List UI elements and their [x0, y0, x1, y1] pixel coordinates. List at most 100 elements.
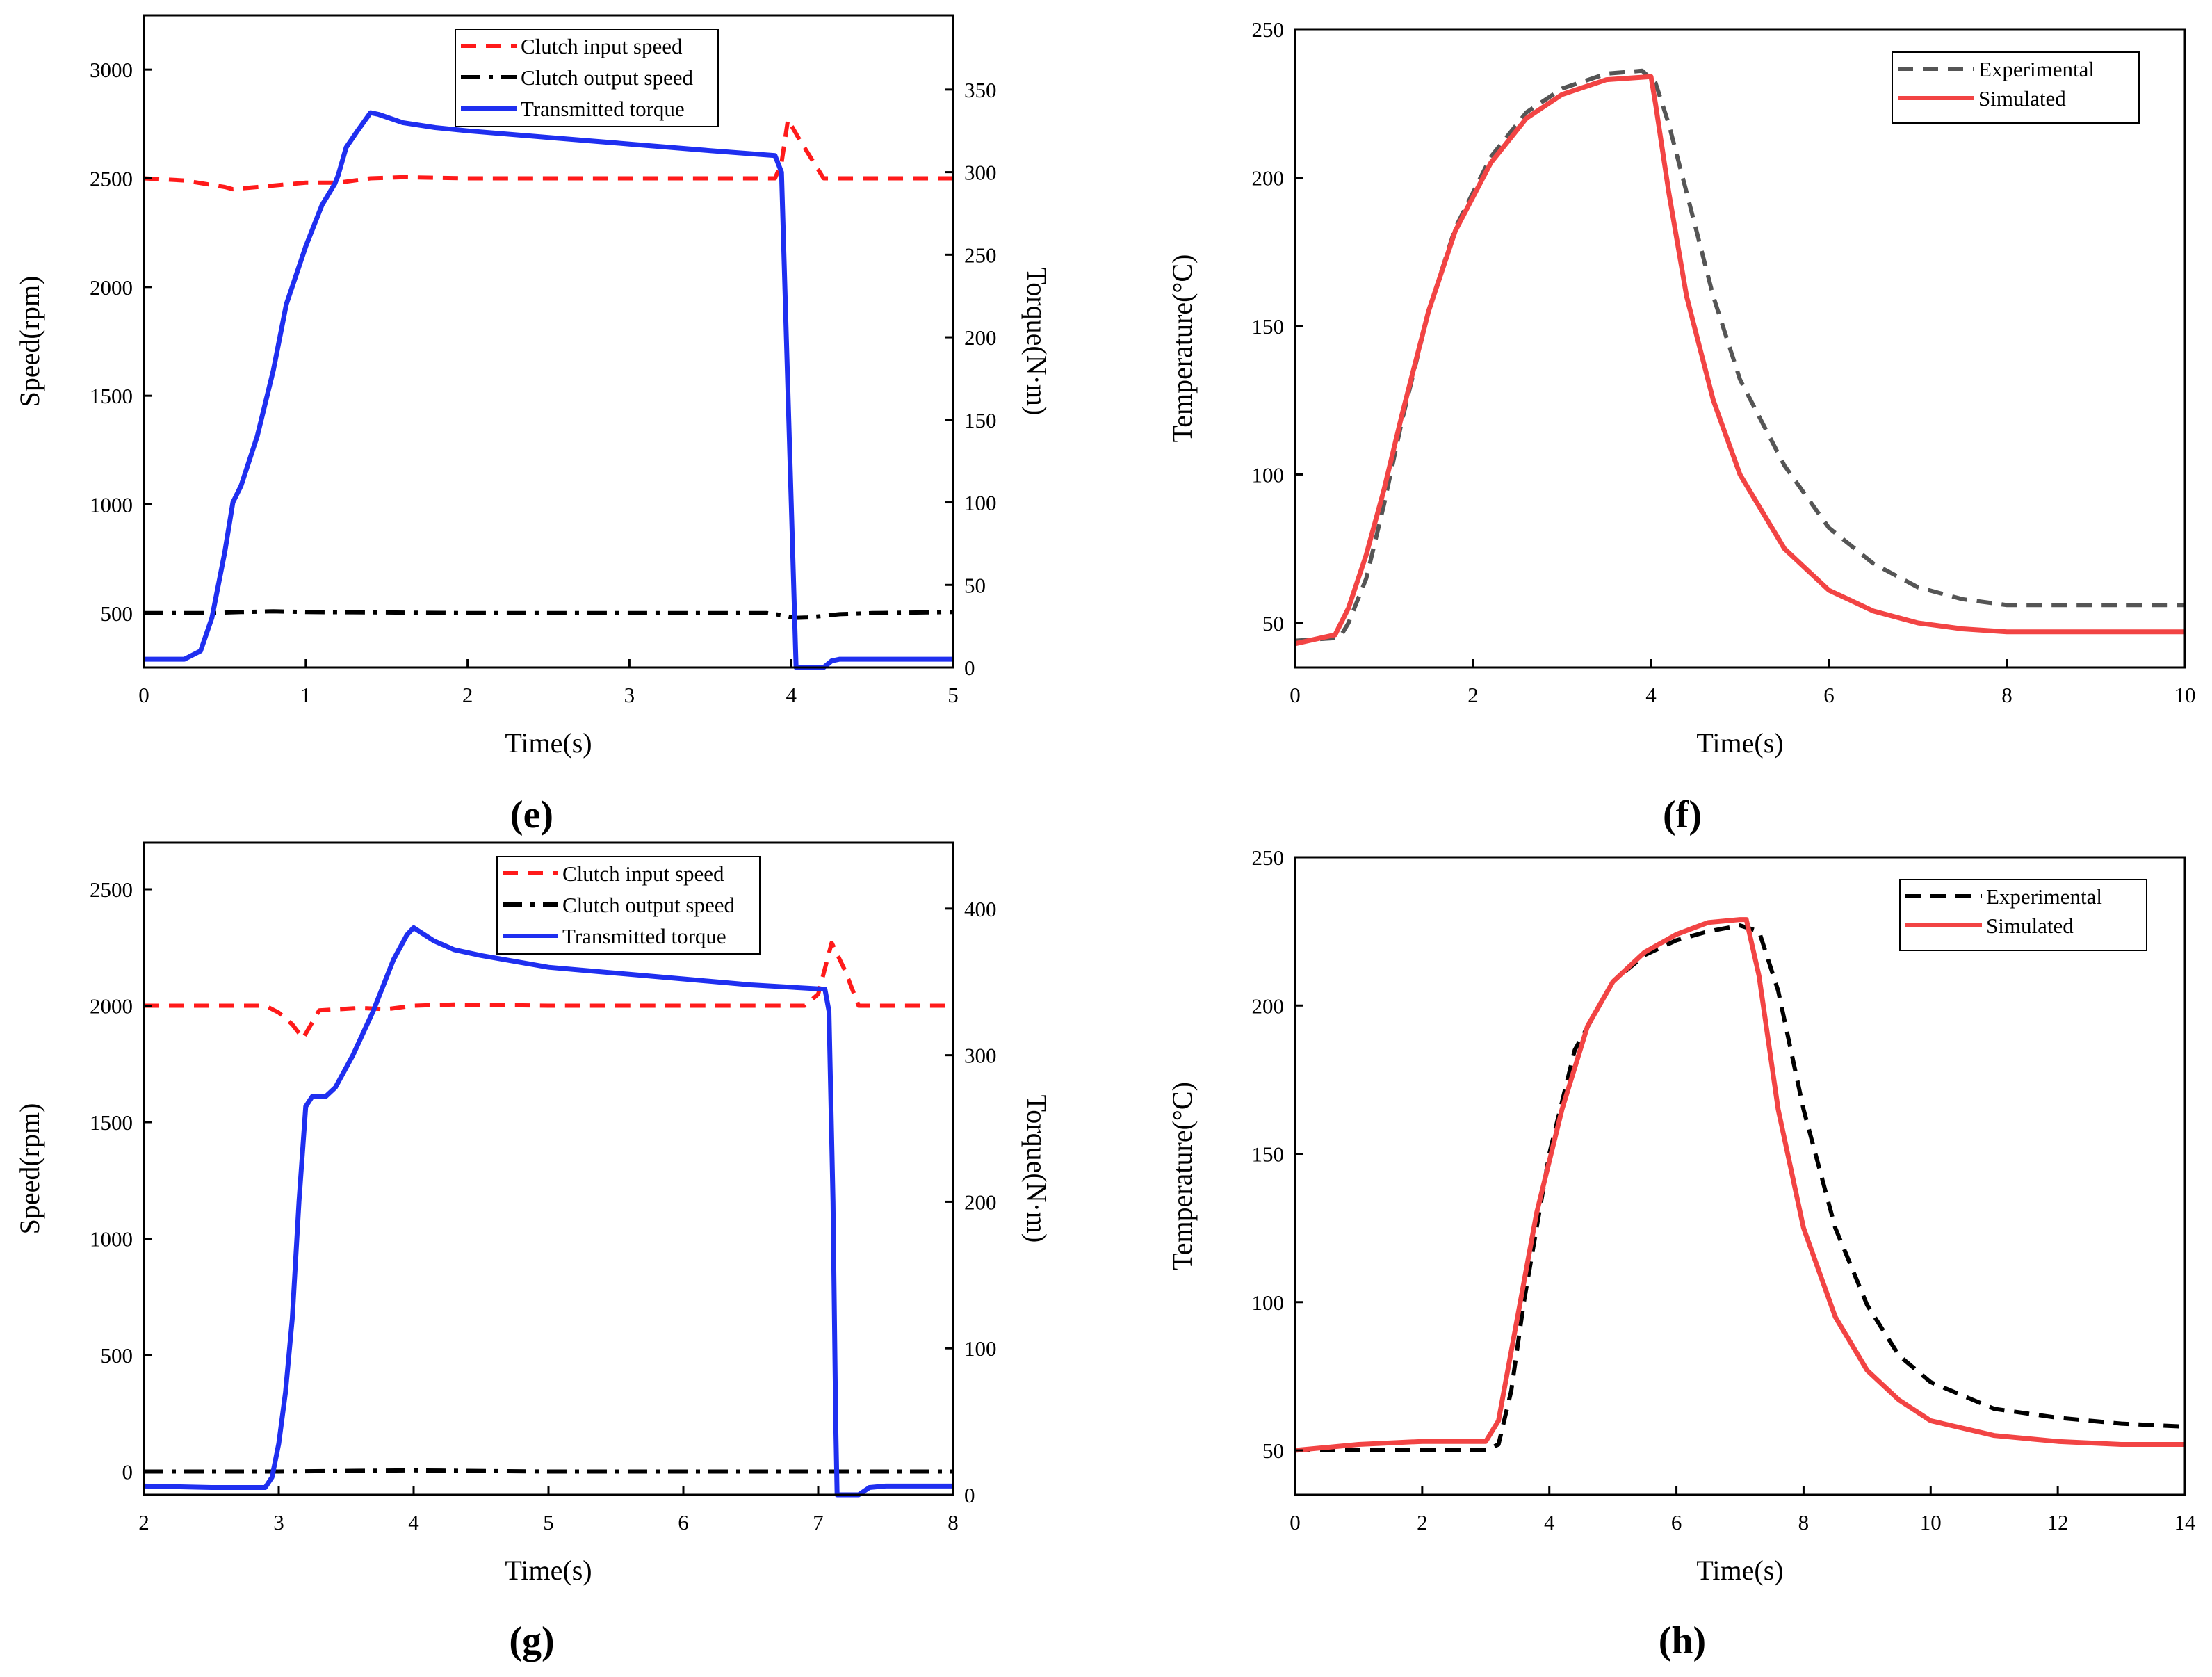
x-tick-label: 2: [462, 683, 473, 707]
y-axis-label: Temperature(°C): [1166, 1082, 1198, 1270]
y2-tick-label: 100: [964, 491, 997, 515]
x-tick-label: 4: [1544, 1510, 1555, 1534]
y2-tick-label: 150: [964, 408, 997, 432]
y2-tick-label: 300: [964, 1044, 997, 1068]
legend-entry-label: Experimental: [1986, 884, 2102, 909]
legend-entry-label: Simulated: [1978, 86, 2066, 111]
series-line-clutch-input-speed: [143, 118, 953, 192]
x-tick-label: 0: [138, 683, 149, 707]
x-tick-label: 8: [948, 1510, 959, 1534]
y-axis-label: Speed(rpm): [14, 1103, 45, 1235]
x-tick-label: 6: [1671, 1510, 1682, 1534]
x-tick-label: 0: [1290, 1510, 1301, 1534]
legend-entry-label: Simulated: [1986, 914, 2074, 938]
y-tick-label: 100: [1252, 1290, 1285, 1315]
y-tick-label: 50: [1262, 611, 1284, 635]
y-tick-label: 500: [101, 601, 133, 626]
x-axis-label: Time(s): [505, 727, 592, 759]
y2-tick-label: 400: [964, 897, 997, 921]
y-tick-label: 200: [1252, 994, 1285, 1018]
legend: Clutch input speed Clutch output speed Tra…: [496, 856, 761, 955]
legend-entry-label: Experimental: [1978, 57, 2095, 81]
x-tick-label: 5: [948, 683, 959, 707]
series-line-clutch-output-speed: [144, 1468, 953, 1474]
series-line-simulated: [1294, 917, 2185, 1453]
legend-entry-label: Clutch input speed: [562, 861, 724, 886]
y-tick-label: 150: [1252, 314, 1285, 339]
legend-entry-label: Clutch output speed: [562, 893, 735, 917]
series-line-transmitted-torque: [143, 925, 953, 1498]
panel-label: (f): [1663, 793, 1702, 836]
x-tick-label: 2: [138, 1510, 149, 1534]
y-tick-label: 0: [122, 1460, 133, 1484]
x-tick-label: 12: [2047, 1510, 2069, 1534]
y2-tick-label: 200: [964, 325, 997, 350]
x-tick-label: 8: [2001, 683, 2012, 707]
chart-3: 2 3 4 5 6 7 8050010001500200025000100200300400…: [14, 841, 1052, 1662]
legend: Clutch input speed Clutch output speed Tra…: [455, 29, 719, 127]
y-tick-label: 150: [1252, 1142, 1285, 1167]
x-tick-label: 0: [1290, 683, 1301, 707]
series-line-simulated: [1294, 74, 2185, 647]
x-tick-label: 3: [273, 1510, 284, 1534]
y2-tick-label: 200: [964, 1190, 997, 1214]
plot-frame: [1294, 28, 2186, 669]
legend-entry-label: Transmitted torque: [521, 97, 685, 121]
y2-tick-label: 0: [964, 656, 975, 680]
x-tick-label: 4: [1645, 683, 1657, 707]
y2-tick-label: 100: [964, 1336, 997, 1361]
y-axis-label: Temperature(°C): [1166, 254, 1198, 443]
legend-box: [1892, 51, 2140, 124]
x-tick-label: 2: [1417, 1510, 1428, 1534]
y2-tick-label: 50: [964, 573, 986, 597]
plot-frame: [1294, 856, 2186, 1496]
y2-tick-label: 350: [964, 78, 997, 102]
series-line-transmitted-torque: [144, 110, 953, 670]
panel-label: (h): [1659, 1619, 1706, 1662]
x-tick-label: 5: [543, 1510, 554, 1534]
legend-entry-label: Clutch output speed: [521, 65, 693, 90]
legend-box: [1899, 879, 2147, 951]
y2-axis-label: Torque(N·m): [1021, 1095, 1052, 1243]
plot-frame: [143, 14, 954, 669]
x-tick-label: 10: [1920, 1510, 1942, 1534]
y-axis-label: Speed(rpm): [14, 276, 45, 407]
chart-2: 0 2 4 6 8 10 50 100 150 200 250 Time(s) Temperature(…: [1166, 17, 2196, 836]
y-tick-label: 2500: [90, 877, 133, 902]
x-tick-label: 4: [786, 683, 797, 707]
series-line-experimental: [1295, 923, 2186, 1452]
x-axis-label: Time(s): [1696, 1555, 1783, 1586]
y2-tick-label: 300: [964, 161, 997, 185]
y-tick-label: 1500: [90, 384, 133, 408]
y-tick-label: 500: [101, 1343, 133, 1368]
legend: Experimental Simulated: [1892, 51, 2140, 124]
x-tick-label: 4: [408, 1510, 419, 1534]
y2-tick-label: 0: [964, 1483, 975, 1507]
x-tick-label: 7: [813, 1510, 824, 1534]
y-tick-label: 1500: [90, 1110, 133, 1135]
legend-entry-label: Clutch input speed: [521, 34, 683, 58]
legend: Experimental Simulated: [1899, 879, 2147, 951]
x-tick-label: 6: [1823, 683, 1835, 707]
x-tick-label: 10: [2174, 683, 2196, 707]
y-tick-label: 2500: [90, 167, 133, 191]
x-axis-label: Time(s): [505, 1555, 592, 1586]
chart-4: 0 2 4 6 8 10 12 14 50 100 150 200 250 Time(s) Temperat…: [1166, 845, 2196, 1662]
panel-label: (g): [509, 1619, 554, 1662]
series-line-clutch-input-speed: [144, 941, 953, 1041]
y-tick-label: 1000: [90, 493, 133, 517]
y-tick-label: 1000: [90, 1227, 133, 1251]
y-tick-label: 3000: [90, 58, 133, 82]
y-tick-label: 2000: [90, 994, 133, 1019]
legend-entry-label: Transmitted torque: [562, 924, 726, 948]
y-tick-label: 250: [1252, 845, 1285, 870]
x-tick-label: 6: [678, 1510, 689, 1534]
y2-tick-label: 250: [964, 243, 997, 267]
y-tick-label: 250: [1252, 17, 1285, 42]
panel-label: (e): [510, 793, 553, 836]
series-line-clutch-output-speed: [144, 609, 954, 620]
series-line-experimental: [1294, 68, 2185, 643]
y2-axis-label: Torque(N·m): [1021, 268, 1052, 416]
y-tick-label: 100: [1252, 462, 1285, 487]
